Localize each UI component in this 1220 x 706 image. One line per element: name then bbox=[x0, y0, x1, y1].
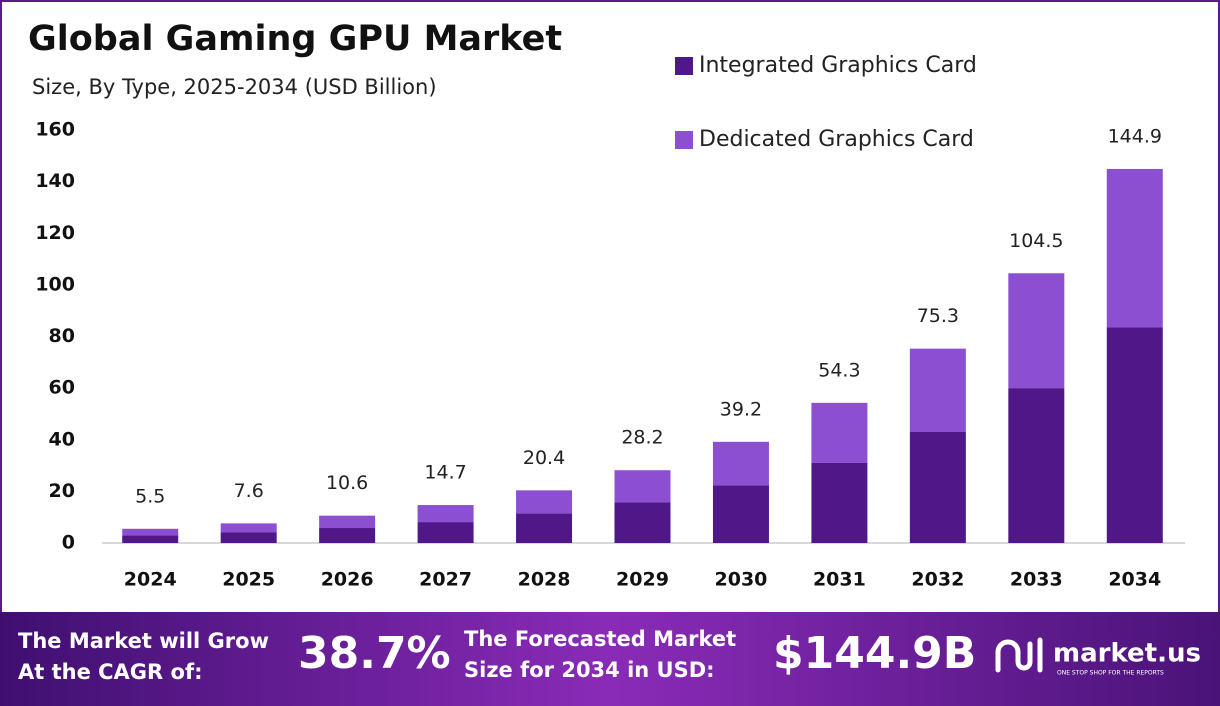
banner-text: The Forecasted Market bbox=[464, 627, 736, 651]
total-label: 75.3 bbox=[917, 305, 959, 327]
y-tick-label: 20 bbox=[49, 480, 75, 502]
y-tick-label: 60 bbox=[49, 377, 75, 399]
bar-segment bbox=[614, 502, 671, 543]
x-tick-label: 2033 bbox=[1010, 569, 1063, 591]
y-tick-label: 120 bbox=[35, 222, 75, 244]
y-tick-label: 0 bbox=[62, 532, 75, 554]
bar-segment bbox=[1106, 327, 1163, 543]
bar-segment bbox=[909, 432, 966, 543]
total-label: 54.3 bbox=[818, 359, 860, 381]
legend-swatch bbox=[675, 57, 693, 75]
bar-segment bbox=[1008, 388, 1065, 543]
x-tick-label: 2028 bbox=[518, 569, 571, 591]
bar-segment bbox=[1106, 168, 1163, 328]
x-tick-label: 2030 bbox=[715, 569, 768, 591]
y-tick-label: 160 bbox=[35, 119, 75, 141]
x-tick-label: 2026 bbox=[321, 569, 374, 591]
bar-segment bbox=[319, 528, 376, 543]
total-label: 5.5 bbox=[135, 485, 165, 507]
y-tick-label: 140 bbox=[35, 170, 75, 192]
bar-segment bbox=[811, 402, 868, 463]
total-label: 104.5 bbox=[1009, 230, 1063, 252]
x-tick-label: 2024 bbox=[124, 569, 177, 591]
total-label: 39.2 bbox=[720, 398, 762, 420]
total-label: 14.7 bbox=[424, 462, 466, 484]
bar-segment bbox=[1008, 273, 1065, 389]
bar-segment bbox=[319, 515, 376, 529]
total-label: 7.6 bbox=[234, 480, 264, 502]
x-tick-label: 2025 bbox=[222, 569, 275, 591]
legend-label: Dedicated Graphics Card bbox=[699, 127, 974, 152]
y-tick-label: 100 bbox=[35, 273, 75, 295]
total-label: 20.4 bbox=[523, 447, 565, 469]
bar-segment bbox=[417, 505, 474, 523]
x-tick-label: 2032 bbox=[911, 569, 964, 591]
tagline: ONE STOP SHOP FOR THE REPORTS bbox=[1057, 670, 1164, 677]
banner-value: $144.9B bbox=[773, 628, 976, 679]
chart-title: Global Gaming GPU Market bbox=[28, 19, 562, 59]
legend-swatch bbox=[675, 131, 693, 149]
bar-segment bbox=[417, 522, 474, 543]
bar-segment bbox=[811, 462, 868, 543]
chart-subtitle: Size, By Type, 2025-2034 (USD Billion) bbox=[32, 75, 437, 99]
x-tick-label: 2027 bbox=[419, 569, 472, 591]
bar-segment bbox=[122, 528, 179, 536]
total-label: 144.9 bbox=[1108, 125, 1162, 147]
bar-segment bbox=[220, 523, 277, 533]
banner-value: 38.7% bbox=[298, 628, 451, 679]
y-tick-label: 80 bbox=[49, 325, 75, 347]
x-tick-label: 2034 bbox=[1108, 569, 1161, 591]
bar-segment bbox=[516, 490, 573, 514]
bar-segment bbox=[516, 513, 573, 543]
bar-segment bbox=[614, 470, 671, 503]
brand: market.us bbox=[1053, 639, 1201, 669]
y-tick-label: 40 bbox=[49, 428, 75, 450]
total-label: 10.6 bbox=[326, 472, 368, 494]
bar-segment bbox=[220, 532, 277, 543]
x-tick-label: 2029 bbox=[616, 569, 669, 591]
bar-segment bbox=[909, 348, 966, 433]
bar-segment bbox=[712, 441, 769, 486]
x-tick-label: 2031 bbox=[813, 569, 866, 591]
bar-segment bbox=[712, 485, 769, 543]
logo bbox=[995, 637, 1043, 673]
banner-text: Size for 2034 in USD: bbox=[464, 658, 715, 682]
bar-segment bbox=[122, 535, 179, 543]
banner-text: The Market will Grow bbox=[18, 629, 269, 653]
legend-label: Integrated Graphics Card bbox=[699, 53, 977, 78]
total-label: 28.2 bbox=[621, 427, 663, 449]
banner-text: At the CAGR of: bbox=[18, 660, 203, 684]
